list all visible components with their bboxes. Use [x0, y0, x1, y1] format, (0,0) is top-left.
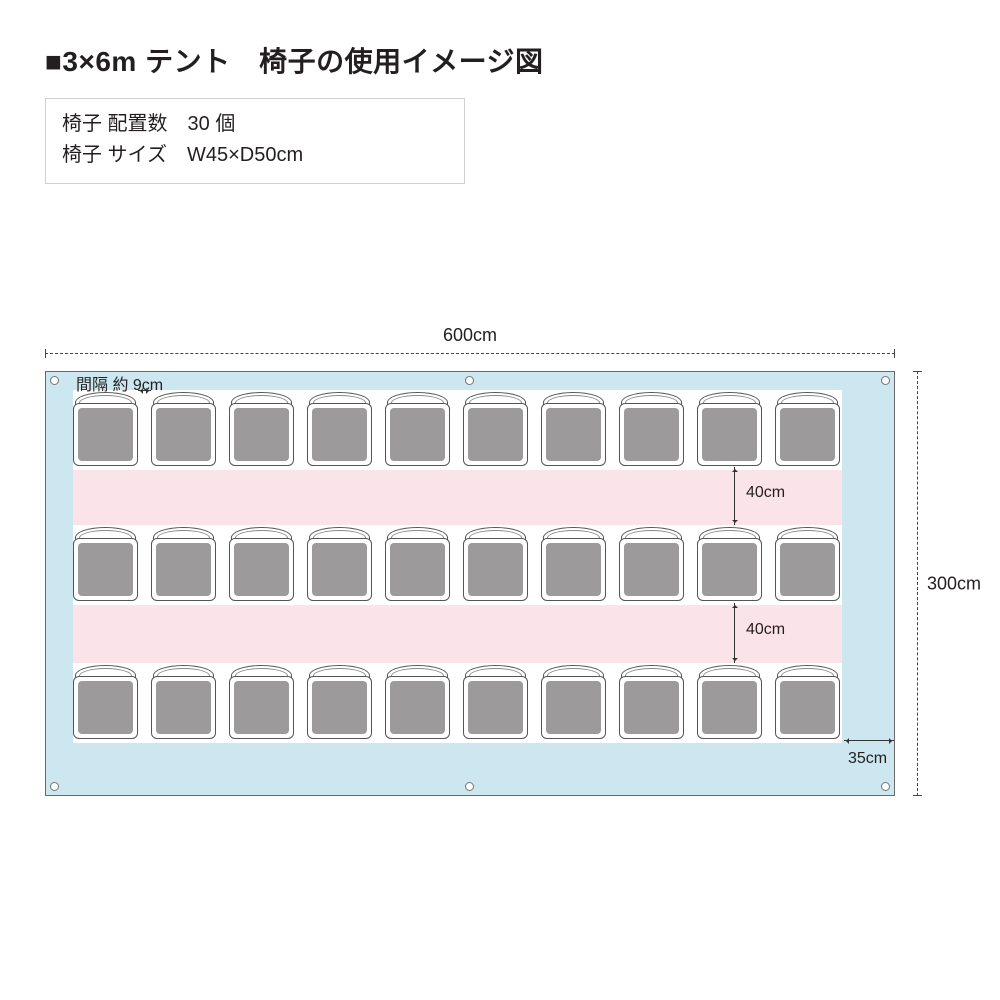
chair-icon: [73, 392, 138, 466]
chair-icon: [307, 665, 372, 739]
chair-icon: [229, 527, 294, 601]
chair-icon: [541, 527, 606, 601]
chair-icon: [775, 665, 840, 739]
chair-icon: [463, 665, 528, 739]
chair-icon: [775, 527, 840, 601]
chair-icon: [151, 392, 216, 466]
aisle-label-2: 40cm: [746, 621, 785, 639]
chair-icon: [541, 665, 606, 739]
dimension-width-line: [45, 353, 895, 354]
chair-icon: [385, 665, 450, 739]
diagram: 600cm: [45, 325, 955, 796]
page: ■3×6m テント 椅子の使用イメージ図 椅子 配置数 30 個 椅子 サイズ …: [0, 0, 1000, 1000]
dimension-height-line: [917, 371, 918, 796]
aisle-arrow-icon: [734, 467, 735, 525]
aisle-label-1: 40cm: [746, 484, 785, 502]
dimension-tick: [913, 371, 922, 372]
dimension-width: 600cm: [45, 325, 955, 365]
dimension-height: 300cm: [911, 371, 961, 796]
tent-area: 間隔 約 9cm 40cm 40cm 35cm: [45, 371, 895, 796]
grommet-icon: [881, 376, 890, 385]
chair-icon: [385, 392, 450, 466]
grommet-icon: [50, 782, 59, 791]
dimension-tick: [45, 349, 46, 358]
chair-row: [73, 527, 840, 601]
aisle-arrow-icon: [734, 603, 735, 663]
dimension-height-label: 300cm: [927, 573, 981, 594]
chair-icon: [619, 665, 684, 739]
chair-icon: [463, 392, 528, 466]
right-margin-arrow-icon: [844, 740, 894, 741]
chair-icon: [385, 527, 450, 601]
chair-icon: [619, 392, 684, 466]
chair-icon: [775, 392, 840, 466]
dimension-tick: [913, 795, 922, 796]
chair-icon: [73, 527, 138, 601]
chair-icon: [307, 392, 372, 466]
chair-icon: [307, 527, 372, 601]
aisle-band: [73, 605, 842, 663]
info-box: 椅子 配置数 30 個 椅子 サイズ W45×D50cm: [45, 98, 465, 184]
dimension-width-label: 600cm: [45, 325, 895, 346]
chair-icon: [541, 392, 606, 466]
chair-icon: [229, 665, 294, 739]
dimension-tick: [894, 349, 895, 358]
right-margin-label: 35cm: [848, 750, 887, 768]
chair-icon: [73, 665, 138, 739]
chair-icon: [151, 527, 216, 601]
gap-arrow-icon: [138, 390, 151, 391]
chair-icon: [463, 527, 528, 601]
chair-icon: [697, 527, 762, 601]
info-line-size: 椅子 サイズ W45×D50cm: [62, 140, 448, 171]
grommet-icon: [465, 782, 474, 791]
chair-row: [73, 665, 840, 739]
tent-with-dims: 間隔 約 9cm 40cm 40cm 35cm 300cm: [45, 371, 955, 796]
info-line-count: 椅子 配置数 30 個: [62, 109, 448, 140]
chair-row: [73, 392, 840, 466]
grommet-icon: [465, 376, 474, 385]
chair-icon: [619, 527, 684, 601]
chair-icon: [697, 392, 762, 466]
chair-icon: [151, 665, 216, 739]
chair-icon: [697, 665, 762, 739]
page-title: ■3×6m テント 椅子の使用イメージ図: [45, 40, 955, 80]
grommet-icon: [50, 376, 59, 385]
chair-icon: [229, 392, 294, 466]
aisle-band: [73, 470, 842, 525]
grommet-icon: [881, 782, 890, 791]
